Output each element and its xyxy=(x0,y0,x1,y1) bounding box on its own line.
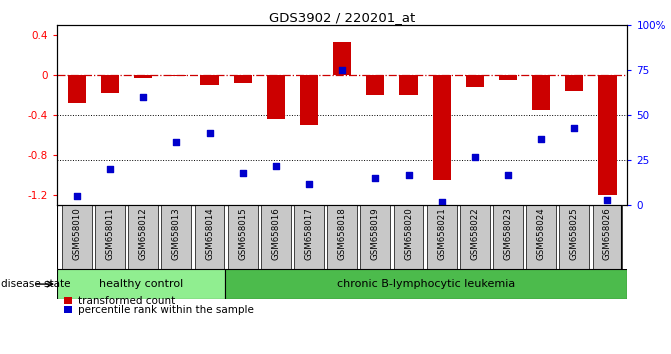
Text: GSM658017: GSM658017 xyxy=(305,207,313,260)
Text: healthy control: healthy control xyxy=(99,279,183,289)
Text: GSM658024: GSM658024 xyxy=(537,207,546,260)
Bar xyxy=(466,75,484,87)
Point xyxy=(436,199,447,205)
Point xyxy=(470,154,480,159)
Bar xyxy=(225,269,627,299)
Point xyxy=(270,163,281,169)
Bar xyxy=(128,205,158,269)
Bar xyxy=(460,205,490,269)
Bar xyxy=(427,205,456,269)
Bar xyxy=(134,75,152,78)
Bar xyxy=(565,75,584,91)
Bar xyxy=(499,75,517,80)
Text: chronic B-lymphocytic leukemia: chronic B-lymphocytic leukemia xyxy=(337,279,515,289)
Bar xyxy=(300,75,318,125)
Bar xyxy=(599,75,617,195)
Text: GSM658018: GSM658018 xyxy=(338,207,347,260)
Point xyxy=(337,67,348,73)
Bar xyxy=(294,205,324,269)
Point xyxy=(72,193,83,199)
Text: GSM658014: GSM658014 xyxy=(205,207,214,260)
Bar xyxy=(62,205,92,269)
Point xyxy=(238,170,248,176)
Bar xyxy=(433,75,451,180)
Bar xyxy=(234,75,252,83)
Bar xyxy=(399,75,417,95)
Point xyxy=(569,125,580,131)
Text: GSM658025: GSM658025 xyxy=(570,207,579,260)
Point xyxy=(403,172,414,177)
Bar xyxy=(201,75,219,85)
Point xyxy=(105,166,115,172)
Bar xyxy=(526,205,556,269)
Bar xyxy=(360,205,391,269)
Point xyxy=(171,139,182,145)
Text: GSM658016: GSM658016 xyxy=(271,207,280,260)
Bar xyxy=(592,205,623,269)
Text: disease state: disease state xyxy=(1,279,70,289)
Bar xyxy=(493,205,523,269)
Text: GSM658012: GSM658012 xyxy=(139,207,148,260)
Bar xyxy=(68,75,86,103)
Text: GSM658022: GSM658022 xyxy=(470,207,479,260)
Point xyxy=(304,181,315,187)
Text: GSM658020: GSM658020 xyxy=(404,207,413,260)
Bar xyxy=(261,205,291,269)
Point xyxy=(138,94,148,100)
Bar xyxy=(101,75,119,93)
Text: GSM658013: GSM658013 xyxy=(172,207,181,260)
Bar xyxy=(57,269,225,299)
Text: GSM658019: GSM658019 xyxy=(371,207,380,260)
Bar xyxy=(333,42,352,75)
Point xyxy=(602,197,613,203)
Point xyxy=(503,172,513,177)
Bar xyxy=(228,205,258,269)
Text: GSM658023: GSM658023 xyxy=(503,207,513,260)
Title: GDS3902 / 220201_at: GDS3902 / 220201_at xyxy=(269,11,415,24)
Bar xyxy=(560,205,589,269)
Bar xyxy=(532,75,550,110)
Text: percentile rank within the sample: percentile rank within the sample xyxy=(78,305,254,315)
Bar xyxy=(95,205,125,269)
Bar xyxy=(267,75,285,119)
Point xyxy=(536,136,547,141)
Point xyxy=(370,175,380,181)
Text: GSM658010: GSM658010 xyxy=(72,207,81,260)
Point xyxy=(204,130,215,136)
Bar xyxy=(327,205,357,269)
Bar xyxy=(195,205,225,269)
Text: GSM658026: GSM658026 xyxy=(603,207,612,260)
Bar xyxy=(394,205,423,269)
Bar xyxy=(167,75,185,76)
Text: GSM658021: GSM658021 xyxy=(437,207,446,260)
Text: GSM658011: GSM658011 xyxy=(105,207,115,260)
Bar xyxy=(366,75,384,95)
Bar xyxy=(162,205,191,269)
Text: GSM658015: GSM658015 xyxy=(238,207,247,260)
Text: transformed count: transformed count xyxy=(78,296,175,306)
